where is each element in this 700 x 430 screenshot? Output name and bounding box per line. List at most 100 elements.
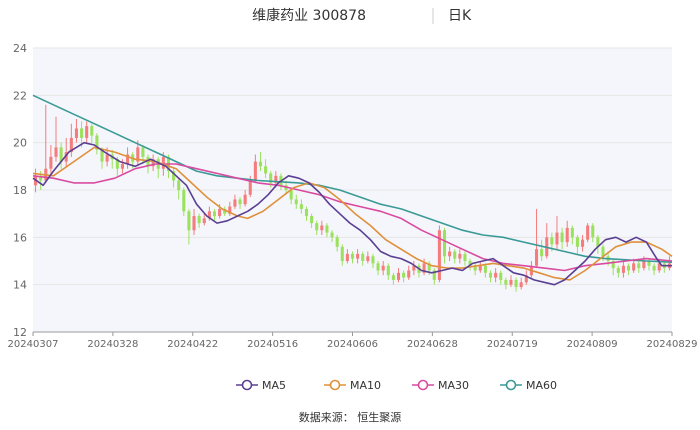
candle-body xyxy=(274,175,278,183)
candle-body xyxy=(519,282,523,288)
candle-body xyxy=(330,232,334,238)
candle-down xyxy=(463,251,467,266)
candle-body xyxy=(621,265,625,273)
candle-down xyxy=(212,208,217,221)
candle-up xyxy=(586,223,590,243)
candle-up xyxy=(366,251,370,264)
candle-body xyxy=(325,225,329,233)
candle-down xyxy=(182,187,186,217)
legend-label: MA5 xyxy=(262,379,286,392)
candle-body xyxy=(69,137,73,153)
x-tick-label: 20240628 xyxy=(407,339,458,350)
y-tick-label: 20 xyxy=(13,137,27,150)
candle-body xyxy=(49,156,53,169)
candle-body xyxy=(85,126,89,138)
candle-up xyxy=(85,121,89,143)
legend-item-ma5[interactable]: MA5 xyxy=(236,379,286,392)
candle-body xyxy=(177,180,181,190)
candle-down xyxy=(325,223,329,238)
candle-down xyxy=(386,263,390,280)
candle-down xyxy=(361,251,365,266)
legend[interactable]: MA5 MA10 MA30 MA60 xyxy=(236,379,557,392)
ma5-line xyxy=(32,141,672,286)
candle-body xyxy=(596,237,600,247)
candle-body xyxy=(151,159,155,167)
candle-down xyxy=(560,227,564,250)
candle-down xyxy=(59,142,63,169)
candle-down xyxy=(504,277,508,290)
candle-up xyxy=(621,261,625,278)
candle-body xyxy=(304,208,309,217)
candle-body xyxy=(376,263,380,271)
candle-down xyxy=(90,123,94,143)
candle-body xyxy=(473,265,477,271)
candle-up xyxy=(356,249,360,264)
chart-title: 维康药业 300878 xyxy=(252,7,366,24)
legend-label: MA10 xyxy=(350,379,381,392)
candle-down xyxy=(146,154,150,174)
candle-body xyxy=(637,263,641,269)
y-tick-label: 22 xyxy=(13,89,27,102)
legend-marker xyxy=(417,379,429,391)
candle-down xyxy=(483,263,487,278)
candle-body xyxy=(540,249,544,257)
candle-down xyxy=(596,234,600,254)
x-tick-label: 20240829 xyxy=(647,339,698,350)
candle-down xyxy=(570,225,574,245)
candle-body xyxy=(182,190,186,212)
candle-down xyxy=(80,121,84,148)
candle-up xyxy=(509,275,513,288)
candle-body xyxy=(258,161,263,167)
candle-down xyxy=(304,206,309,221)
candle-up xyxy=(243,190,247,207)
candle-down xyxy=(616,265,620,278)
y-tick-label: 16 xyxy=(13,231,27,244)
candle-body xyxy=(652,265,656,271)
x-tick-label: 20240606 xyxy=(327,339,378,350)
candle-body xyxy=(550,237,554,245)
candle-down xyxy=(258,152,263,172)
candle-up xyxy=(320,220,324,235)
candle-body xyxy=(243,194,247,205)
candle-body xyxy=(115,159,119,169)
candle-body xyxy=(212,211,217,217)
candle-body xyxy=(565,227,569,243)
candle-up xyxy=(565,220,569,247)
ma10-line xyxy=(32,146,673,281)
candle-up xyxy=(458,249,462,264)
candle-body xyxy=(514,279,518,288)
candle-body xyxy=(432,270,436,280)
candle-body xyxy=(647,261,651,266)
candle-body xyxy=(458,253,462,259)
candle-up xyxy=(74,119,78,143)
candle-body xyxy=(90,126,94,136)
x-tick-label: 20240307 xyxy=(8,339,59,350)
candle-up xyxy=(581,234,585,252)
candle-down xyxy=(177,178,181,200)
candle-down xyxy=(540,239,544,261)
candle-body xyxy=(524,275,528,283)
candle-body xyxy=(310,216,314,224)
candle-down xyxy=(95,133,99,155)
candle-down xyxy=(488,270,493,283)
candle-down xyxy=(197,213,201,228)
y-tick-label: 18 xyxy=(13,184,27,197)
legend-item-ma30[interactable]: MA30 xyxy=(412,379,469,392)
candle-down xyxy=(350,251,355,264)
candle-up xyxy=(345,249,349,264)
candle-down xyxy=(371,253,375,269)
candle-down xyxy=(238,197,242,209)
candle-body xyxy=(586,225,590,240)
candle-up xyxy=(126,147,130,169)
candle-down xyxy=(187,208,191,245)
legend-item-ma60[interactable]: MA60 xyxy=(500,379,557,392)
legend-item-ma10[interactable]: MA10 xyxy=(324,379,381,392)
candle-down xyxy=(294,194,298,209)
y-tick-label: 12 xyxy=(13,326,27,339)
candle-body xyxy=(427,263,431,271)
candle-up xyxy=(448,246,452,261)
ma60-line xyxy=(32,94,673,263)
candle-body xyxy=(396,272,401,280)
candle-body xyxy=(202,218,206,224)
candle-body xyxy=(381,265,385,271)
